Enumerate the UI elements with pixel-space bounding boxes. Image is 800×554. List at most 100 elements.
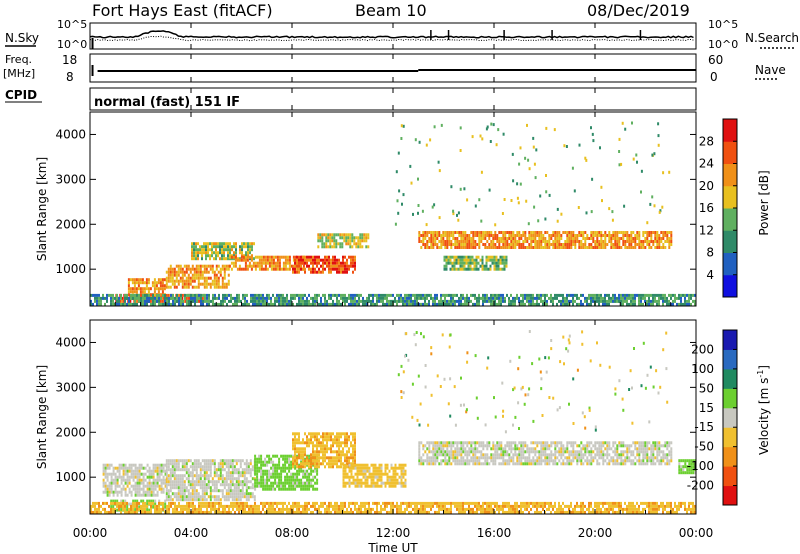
velocity-cell (191, 498, 194, 502)
velocity-cell (177, 459, 180, 463)
velocity-cell (430, 450, 433, 454)
velocity-cell (584, 459, 587, 463)
velocity-cell (330, 432, 332, 436)
power-cell (258, 267, 261, 271)
velocity-cell (116, 493, 119, 497)
power-cell (324, 296, 326, 300)
power-cell (626, 296, 628, 300)
power-cell (522, 246, 525, 249)
velocity-cell (304, 453, 306, 457)
velocity-cell (183, 495, 186, 499)
power-cell (135, 290, 138, 294)
velocity-cell (570, 450, 573, 454)
power-cell (372, 302, 374, 306)
power-cell (141, 290, 144, 294)
power-cell (161, 284, 164, 288)
power-cell (324, 261, 326, 265)
power-cell (634, 302, 636, 306)
velocity-cell (430, 441, 433, 445)
power-cell (223, 248, 225, 252)
power-cell (644, 246, 647, 249)
power-cell (486, 296, 488, 300)
power-cell (318, 258, 320, 262)
power-cell (465, 267, 468, 271)
power-cell (471, 258, 474, 262)
velocity-cell (296, 465, 298, 469)
velocity-cell (570, 462, 573, 466)
velocity-cell (156, 466, 159, 470)
power-cell (308, 267, 310, 271)
velocity-cell (122, 484, 125, 488)
power-cell (344, 293, 346, 297)
power-cell (266, 255, 269, 259)
power-cell (474, 234, 477, 237)
power-cell (249, 245, 251, 249)
power-cell (467, 255, 470, 259)
power-cell (632, 296, 634, 300)
power-cell (622, 237, 625, 240)
power-cell (376, 302, 378, 306)
power-cell (317, 245, 320, 249)
velocity-cell (342, 484, 345, 488)
velocity-cell (118, 490, 121, 494)
power-cell (572, 237, 575, 240)
velocity-cell (468, 462, 471, 466)
velocity-cell (233, 492, 236, 496)
power-cell (195, 251, 197, 255)
power-cell (556, 302, 558, 306)
power-cell (225, 245, 227, 249)
power-cell (213, 282, 216, 286)
velocity-cell (158, 475, 161, 479)
velocity-cell (308, 454, 311, 458)
nsky-trace (89, 30, 694, 39)
power-cell (312, 299, 314, 303)
power-cell (454, 293, 456, 297)
velocity-cell (296, 438, 298, 442)
power-cell (203, 242, 205, 246)
velocity-cell (386, 475, 389, 479)
power-speckle (636, 160, 638, 164)
velocity-cell (558, 441, 561, 445)
power-cell (424, 299, 426, 303)
power-cell (350, 296, 352, 300)
velocity-cell (175, 465, 178, 469)
power-cell (485, 255, 488, 259)
power-cell (328, 267, 330, 271)
velocity-cell (158, 499, 161, 503)
power-cell (522, 299, 524, 303)
velocity-cell (472, 453, 475, 457)
power-cell (334, 293, 336, 297)
power-cell (497, 264, 500, 268)
power-cell (242, 258, 245, 262)
power-speckle (450, 185, 453, 189)
power-cell (572, 240, 575, 243)
power-cell (544, 240, 547, 243)
power-cell (186, 293, 188, 297)
power-cell (508, 231, 511, 234)
power-cell (205, 257, 207, 261)
velocity-cell (120, 493, 123, 497)
power-cell (459, 264, 462, 268)
power-cell (124, 293, 126, 297)
velocity-cell (191, 474, 194, 478)
power-cell (456, 240, 459, 243)
velocity-cell (278, 481, 281, 485)
power-cell (141, 278, 144, 282)
power-cell (292, 296, 294, 300)
power-cell (333, 242, 336, 246)
power-cell (624, 240, 627, 243)
velocity-cell (340, 459, 342, 463)
velocity-cell (316, 456, 318, 460)
velocity-cell (344, 444, 346, 448)
y-tick-label: 3000 (55, 172, 86, 186)
velocity-cell (173, 462, 176, 466)
power-cell (244, 255, 247, 259)
power-cell (498, 293, 500, 297)
power-cell (634, 234, 637, 237)
power-cell (150, 296, 152, 300)
velocity-cell (314, 438, 316, 442)
velocity-cell (538, 441, 541, 445)
velocity-cell (378, 478, 381, 482)
velocity-cell (256, 472, 259, 476)
